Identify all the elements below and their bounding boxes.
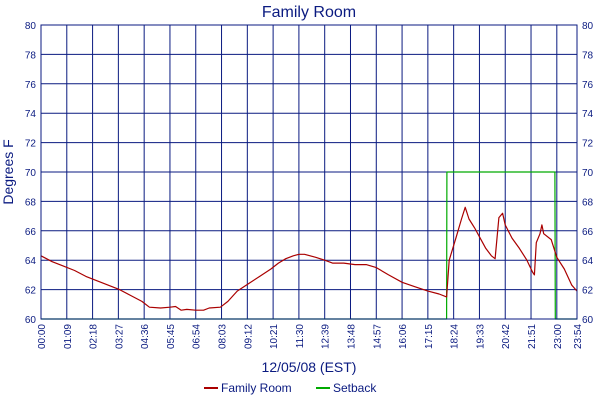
- x-tick-label: 12:39: [321, 324, 332, 349]
- x-tick-label: 00:00: [37, 324, 48, 349]
- plot-frame: [40, 24, 578, 320]
- y-ticks-left: 60 62 64 66 68 70 72 74 76 78 80: [25, 21, 37, 326]
- y-tick-label: 76: [582, 80, 594, 91]
- x-tick-label: 10:21: [269, 324, 280, 349]
- legend-entry: Family Room: [221, 381, 292, 395]
- legend: Family Room Setback: [204, 381, 377, 395]
- y-tick-label: 62: [582, 286, 594, 297]
- y-tick-label: 64: [25, 256, 37, 267]
- y-tick-label: 72: [25, 139, 37, 150]
- x-tick-label: 21:51: [527, 324, 538, 349]
- y-tick-label: 68: [582, 197, 594, 208]
- x-axis-label: 12/05/08 (EST): [262, 359, 357, 375]
- x-tick-label: 13:48: [346, 324, 357, 349]
- x-ticks: 00:00 01:09 02:18 03:27 04:36 05:45 06:54 08:03…: [37, 324, 584, 349]
- series-lines: [40, 171, 578, 320]
- x-tick-label: 14:57: [372, 324, 383, 349]
- x-tick-label: 03:27: [114, 324, 125, 349]
- y-tick-label: 70: [25, 168, 37, 179]
- y-tick-label: 78: [25, 50, 37, 61]
- series-line-family-room: [40, 206, 578, 311]
- x-tick-label: 01:09: [63, 324, 74, 349]
- x-tick-label: 04:36: [140, 324, 151, 349]
- y-tick-label: 62: [25, 286, 37, 297]
- y-tick-label: 70: [582, 168, 594, 179]
- y-tick-label: 80: [582, 21, 594, 32]
- legend-entry: Setback: [333, 381, 377, 395]
- y-axis-label: Degrees F: [0, 139, 16, 204]
- y-tick-label: 66: [582, 227, 594, 238]
- x-tick-label: 05:45: [166, 324, 177, 349]
- x-tick-label: 23:00: [553, 324, 564, 349]
- y-tick-label: 60: [582, 315, 594, 326]
- y-tick-label: 78: [582, 50, 594, 61]
- y-tick-label: 60: [25, 315, 37, 326]
- x-tick-label: 20:42: [501, 324, 512, 349]
- x-tick-label: 09:12: [243, 324, 254, 349]
- x-tick-label: 23:54: [573, 324, 584, 349]
- y-tick-label: 64: [582, 256, 594, 267]
- y-ticks-right: 60 62 64 66 68 70 72 74 76 78 80: [582, 21, 594, 326]
- y-tick-label: 68: [25, 197, 37, 208]
- y-tick-label: 74: [25, 109, 37, 120]
- x-tick-label: 06:54: [192, 324, 203, 349]
- x-tick-label: 08:03: [218, 324, 229, 349]
- x-tick-label: 19:33: [475, 324, 486, 349]
- x-tick-label: 02:18: [89, 324, 100, 349]
- y-tick-label: 72: [582, 139, 594, 150]
- x-tick-label: 17:15: [424, 324, 435, 349]
- y-tick-label: 66: [25, 227, 37, 238]
- chart-title: Family Room: [262, 4, 356, 21]
- y-tick-label: 74: [582, 109, 594, 120]
- x-tick-label: 16:06: [398, 324, 409, 349]
- y-tick-label: 80: [25, 21, 37, 32]
- y-tick-label: 76: [25, 80, 37, 91]
- x-tick-label: 11:30: [295, 324, 306, 349]
- x-tick-label: 18:24: [450, 324, 461, 349]
